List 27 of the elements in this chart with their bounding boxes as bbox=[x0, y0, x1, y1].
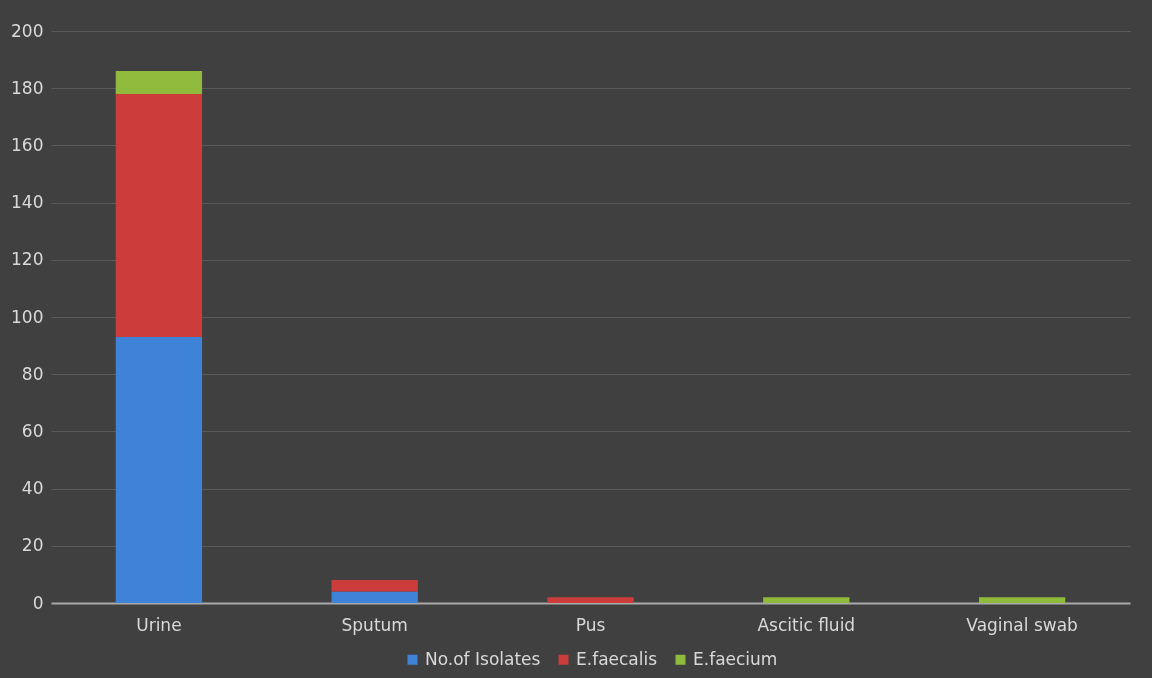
x-tick-label: Urine bbox=[136, 614, 182, 635]
y-tick-label: 160 bbox=[11, 134, 44, 155]
legend-label: E.faecium bbox=[693, 648, 778, 669]
y-tick-label: 120 bbox=[11, 249, 44, 270]
bar bbox=[547, 597, 634, 603]
bar bbox=[115, 71, 203, 94]
x-tick-label: Pus bbox=[575, 614, 606, 635]
bar bbox=[331, 580, 418, 592]
y-tick-label: 40 bbox=[21, 478, 44, 499]
bar bbox=[115, 93, 203, 338]
legend-label: E.faecalis bbox=[576, 648, 658, 669]
bar bbox=[978, 597, 1066, 603]
y-tick-label: 200 bbox=[11, 20, 44, 41]
x-tick-label: Sputum bbox=[341, 614, 408, 635]
y-tick-label: 100 bbox=[11, 306, 44, 327]
bar bbox=[763, 597, 850, 603]
y-tick-label: 0 bbox=[32, 592, 44, 613]
x-tick-label: Ascitic fluid bbox=[757, 614, 856, 635]
bar bbox=[115, 337, 203, 603]
y-tick-label: 140 bbox=[11, 192, 44, 213]
y-tick-label: 80 bbox=[21, 363, 44, 384]
y-tick-label: 180 bbox=[11, 77, 44, 98]
x-tick-label: Vaginal swab bbox=[966, 614, 1078, 635]
y-tick-label: 60 bbox=[21, 420, 44, 441]
bar bbox=[331, 591, 418, 603]
y-tick-label: 20 bbox=[21, 535, 44, 556]
legend-label: No.of Isolates bbox=[425, 648, 541, 669]
